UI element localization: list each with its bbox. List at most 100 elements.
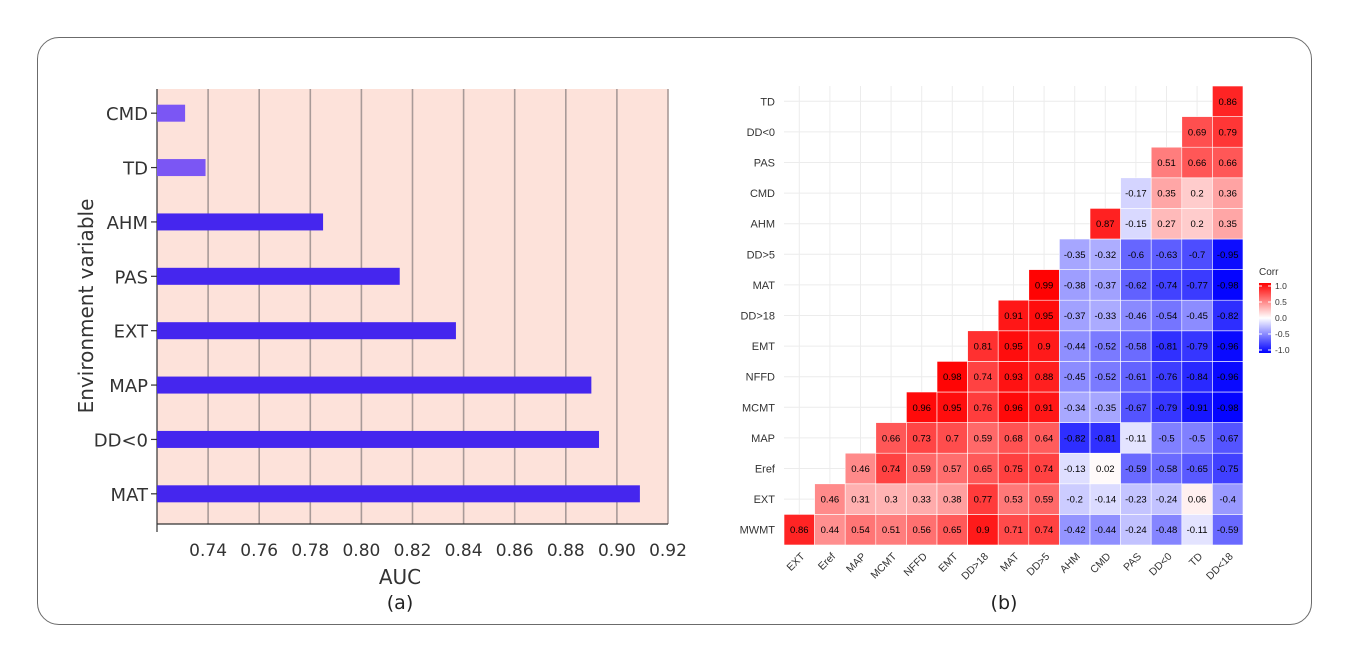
cell-value-label: -0.15 bbox=[1125, 219, 1147, 230]
cell-value-label: -0.44 bbox=[1064, 342, 1086, 353]
x-tick-label: CMD bbox=[1088, 550, 1114, 576]
cell-value-label: -0.2 bbox=[1067, 495, 1083, 506]
heatmap-cell bbox=[1059, 483, 1091, 515]
heatmap-cell bbox=[1150, 483, 1183, 515]
y-tick-label: MCMT bbox=[742, 402, 775, 414]
bar-ext bbox=[157, 322, 456, 340]
cell-value-label: 0.76 bbox=[974, 403, 993, 414]
cell-value-label: -0.58 bbox=[1156, 464, 1178, 475]
heatmap-cell bbox=[1212, 330, 1244, 362]
heatmap-cell bbox=[1059, 452, 1091, 485]
heatmap-cell bbox=[1120, 208, 1152, 240]
heatmap-cell bbox=[1212, 452, 1244, 485]
y-tick-label: PAS bbox=[754, 158, 775, 170]
cell-value-label: 0.51 bbox=[1157, 158, 1176, 169]
x-tick-label: PAS bbox=[1121, 551, 1144, 574]
bar-cmd bbox=[157, 104, 186, 122]
cell-value-label: -0.37 bbox=[1094, 280, 1116, 291]
cell-value-label: 0.68 bbox=[1004, 433, 1023, 444]
cell-value-label: 0.02 bbox=[1096, 464, 1115, 475]
cell-value-label: 0.57 bbox=[943, 464, 962, 475]
heatmap-cell bbox=[1059, 299, 1091, 332]
cell-value-label: 0.65 bbox=[974, 464, 993, 475]
heatmap-cell bbox=[1059, 361, 1091, 393]
cell-value-label: 0.93 bbox=[1004, 372, 1023, 383]
cell-value-label: -0.95 bbox=[1217, 250, 1239, 261]
cell-value-label: -0.33 bbox=[1094, 311, 1116, 322]
heatmap-cell bbox=[1089, 208, 1121, 240]
cell-value-label: -0.96 bbox=[1217, 342, 1239, 353]
y-tick-label: MAP bbox=[109, 376, 148, 397]
heatmap-cell bbox=[1089, 391, 1121, 423]
cell-value-label: -0.48 bbox=[1156, 525, 1178, 536]
cell-value-label: 0.81 bbox=[974, 342, 993, 353]
x-tick-label: EMT bbox=[936, 550, 961, 575]
heatmap-cell bbox=[1089, 299, 1121, 332]
heatmap-cell bbox=[1059, 330, 1091, 362]
cell-value-label: 0.74 bbox=[882, 464, 901, 475]
y-tick-label: TD bbox=[122, 159, 148, 180]
cell-value-label: -0.35 bbox=[1094, 403, 1116, 414]
heatmap-cell bbox=[1212, 238, 1244, 270]
cell-value-label: -0.67 bbox=[1217, 433, 1239, 444]
cell-value-label: 0.2 bbox=[1190, 219, 1203, 230]
heatmap-cell bbox=[1212, 391, 1244, 423]
y-tick-label: EMT bbox=[752, 341, 776, 353]
legend-tick-label: 1.0 bbox=[1275, 281, 1287, 291]
cell-value-label: -0.76 bbox=[1156, 372, 1178, 383]
cell-value-label: 0.31 bbox=[851, 495, 870, 506]
y-tick-label: DD<0 bbox=[747, 127, 775, 139]
y-tick-label: DD>18 bbox=[740, 311, 775, 323]
x-tick-label: 0.78 bbox=[291, 541, 329, 561]
cell-value-label: 0.66 bbox=[1218, 158, 1237, 169]
y-axis-label: Environment variable bbox=[74, 199, 98, 414]
x-tick-label: 0.88 bbox=[547, 541, 585, 561]
y-tick-label: Eref bbox=[755, 464, 776, 476]
y-tick-label: TD bbox=[760, 96, 775, 108]
cell-value-label: -0.98 bbox=[1217, 403, 1239, 414]
cell-value-label: -0.81 bbox=[1094, 433, 1116, 444]
heatmap-cell bbox=[1181, 177, 1213, 209]
cell-value-label: 0.74 bbox=[974, 372, 993, 383]
cell-value-label: 0.74 bbox=[1035, 464, 1054, 475]
cell-value-label: 0.88 bbox=[1035, 372, 1054, 383]
heatmap-cell bbox=[936, 514, 968, 546]
cell-value-label: 0.87 bbox=[1096, 219, 1115, 230]
bar-ahm bbox=[157, 213, 324, 231]
heatmap-cell bbox=[1120, 483, 1152, 515]
cell-value-label: 0.77 bbox=[974, 495, 993, 506]
cell-value-label: 0.98 bbox=[943, 372, 962, 383]
cell-value-label: -0.61 bbox=[1125, 372, 1147, 383]
heatmap-cell bbox=[906, 514, 938, 546]
y-tick-label: CMD bbox=[106, 104, 148, 125]
cell-value-label: -0.65 bbox=[1186, 464, 1208, 475]
cell-value-label: -0.38 bbox=[1064, 280, 1086, 291]
cell-value-label: 0.27 bbox=[1157, 219, 1176, 230]
cell-value-label: -0.84 bbox=[1186, 372, 1208, 383]
x-tick-label: NFFD bbox=[902, 550, 931, 579]
legend-tick-label: -1.0 bbox=[1275, 345, 1290, 355]
x-tick-label: 0.92 bbox=[649, 541, 687, 561]
legend-tick-label: 0.5 bbox=[1275, 297, 1287, 307]
cell-value-label: 0.9 bbox=[976, 525, 989, 536]
cell-value-label: 0.86 bbox=[1218, 97, 1237, 108]
x-tick-label: EXT bbox=[784, 550, 807, 573]
cell-value-label: -0.45 bbox=[1064, 372, 1086, 383]
heatmap-cell bbox=[1028, 269, 1060, 301]
y-tick-label: CMD bbox=[750, 188, 775, 200]
y-tick-label: DD<0 bbox=[94, 430, 148, 451]
heatmap-cell bbox=[1120, 299, 1152, 332]
cell-value-label: -0.67 bbox=[1125, 403, 1147, 414]
cell-value-label: 0.73 bbox=[912, 433, 931, 444]
heatmap-cell bbox=[1212, 514, 1244, 546]
heatmap-cell bbox=[967, 452, 999, 485]
cell-value-label: -0.6 bbox=[1128, 250, 1144, 261]
cell-value-label: -0.34 bbox=[1064, 403, 1086, 414]
bar-pas bbox=[157, 267, 400, 285]
heatmap-cell bbox=[967, 330, 999, 362]
cell-value-label: 0.91 bbox=[1004, 311, 1023, 322]
cell-value-label: 0.95 bbox=[1035, 311, 1054, 322]
heatmap-cell bbox=[997, 483, 1030, 515]
cell-value-label: -0.79 bbox=[1186, 342, 1208, 353]
